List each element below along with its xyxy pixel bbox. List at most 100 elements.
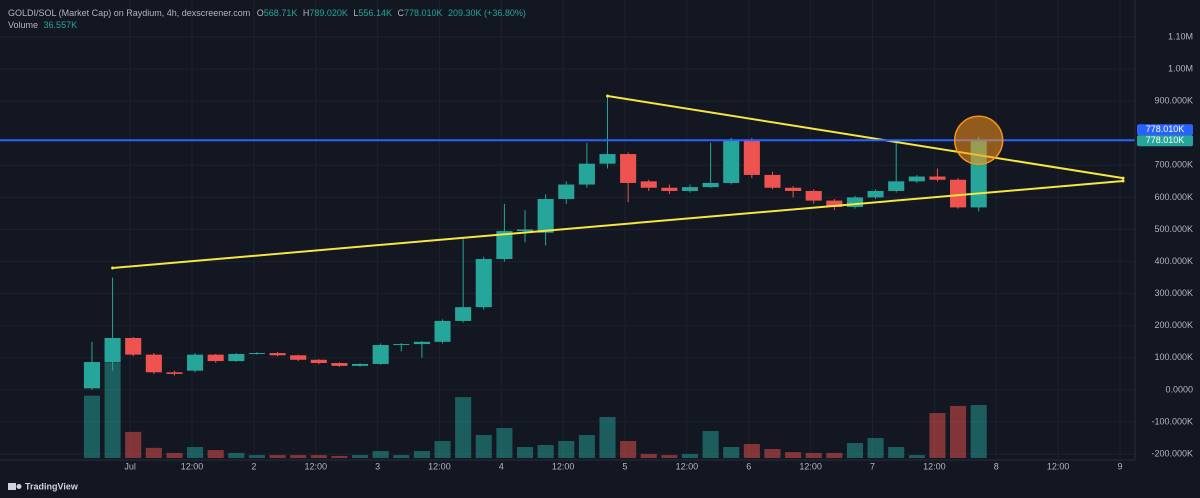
volume-bar (145, 447, 162, 458)
volume-bar (681, 453, 699, 458)
volume-bar (537, 444, 554, 458)
volume-bar (434, 441, 451, 458)
candle-body (599, 154, 616, 164)
candle-body (310, 359, 327, 363)
volume-value: 36.557K (44, 20, 78, 30)
x-tick-label: Jul (124, 461, 136, 471)
last-price-bg (1137, 135, 1193, 147)
volume-bar (599, 416, 616, 458)
candle-body (248, 353, 265, 355)
candle-body (640, 181, 657, 188)
volume-bar (248, 455, 265, 458)
volume-bar (558, 441, 575, 458)
volume-bar (104, 362, 121, 458)
ohlc-key: O (257, 8, 264, 18)
x-tick-label: 4 (499, 461, 504, 471)
x-tick-label: 8 (994, 461, 999, 471)
candle-body (372, 345, 389, 364)
volume-bar (310, 455, 327, 458)
volume-legend: Volume 36.557K (8, 20, 77, 30)
volume-bar (413, 451, 430, 458)
volume-bar (785, 452, 802, 458)
volume-bar (723, 446, 740, 458)
hline-label-bg (1137, 124, 1193, 136)
y-tick-label: 700.000K (1154, 160, 1193, 170)
last-price-label: 778.010K (1146, 135, 1185, 145)
volume-bar (640, 453, 657, 458)
drawing-layer (0, 94, 1135, 270)
y-tick-label: 600.000K (1154, 192, 1193, 202)
volume-bar (207, 450, 224, 458)
candle-body (908, 176, 925, 182)
candle-layer (83, 94, 987, 390)
candle-body (681, 187, 699, 191)
candle-body (950, 179, 967, 208)
highlight-circle (953, 115, 1004, 166)
x-tick-label: 9 (1117, 461, 1122, 471)
candle-body (846, 197, 864, 208)
ohlc-value: 556.14K (358, 8, 392, 18)
y-tick-label: 1.00M (1168, 63, 1193, 73)
axes: 1.10M 1.00M 900.000K 700.000K 600.000K 500.00… (124, 31, 1193, 471)
volume-name: Volume (8, 20, 38, 30)
x-tick-label: 12:00 (181, 461, 204, 471)
y-tick-label: 1.10M (1168, 31, 1193, 41)
y-tick-label: -100.000K (1151, 416, 1193, 426)
volume-bar (372, 451, 389, 458)
candle-body (785, 187, 802, 191)
volume-bar (578, 434, 595, 458)
candle-body (269, 353, 286, 356)
volume-bar (888, 446, 905, 458)
ohlc-key: H (303, 8, 310, 18)
x-tick-label: 6 (746, 461, 751, 471)
candle-body (166, 372, 183, 374)
candle-body (413, 341, 430, 345)
candle-body (558, 184, 575, 199)
volume-bar (331, 455, 348, 458)
y-tick-label: 100.000K (1154, 352, 1193, 362)
candle-body (578, 163, 595, 185)
y-tick-label: 900.000K (1154, 95, 1193, 105)
candle-body (516, 229, 534, 232)
y-tick-label: 0.0000 (1165, 384, 1193, 394)
x-tick-label: 3 (375, 461, 380, 471)
candle-body (867, 190, 884, 198)
volume-bar (846, 443, 864, 458)
candle-body (207, 354, 224, 362)
logo-mark (16, 484, 22, 489)
volume-bar (929, 413, 946, 458)
candle-body (187, 354, 204, 371)
volume-bar (743, 443, 760, 458)
legend-line: GOLDI/SOL (Market Cap) on Raydium, 4h, d… (8, 8, 526, 18)
volume-bar (290, 455, 307, 458)
trendline-handle (1121, 176, 1125, 180)
candle-body (104, 337, 121, 363)
logo-mark (8, 483, 16, 490)
volume-bar (950, 405, 967, 458)
candle-body (434, 320, 451, 342)
candle-body (496, 231, 513, 260)
trendline (112, 180, 1124, 269)
y-tick-label: 200.000K (1154, 320, 1193, 330)
candle-body (537, 198, 554, 233)
x-tick-label: 7 (870, 461, 875, 471)
candle-body (331, 362, 348, 366)
volume-bar (455, 397, 472, 458)
volume-bar (187, 446, 204, 458)
brand: TradingView (25, 481, 79, 491)
x-tick-label: 5 (623, 461, 628, 471)
volume-bar (702, 431, 719, 458)
volume-bar (496, 427, 513, 458)
candle-body (125, 337, 142, 355)
candle-body (393, 344, 410, 346)
candle-body (826, 200, 843, 208)
volume-bar (475, 434, 492, 458)
volume-bar (805, 452, 822, 458)
volume-bar (908, 455, 925, 458)
candle-body (805, 190, 822, 201)
x-tick-label: 12:00 (552, 461, 575, 471)
volume-bar (516, 446, 534, 458)
candle-body (475, 259, 492, 308)
